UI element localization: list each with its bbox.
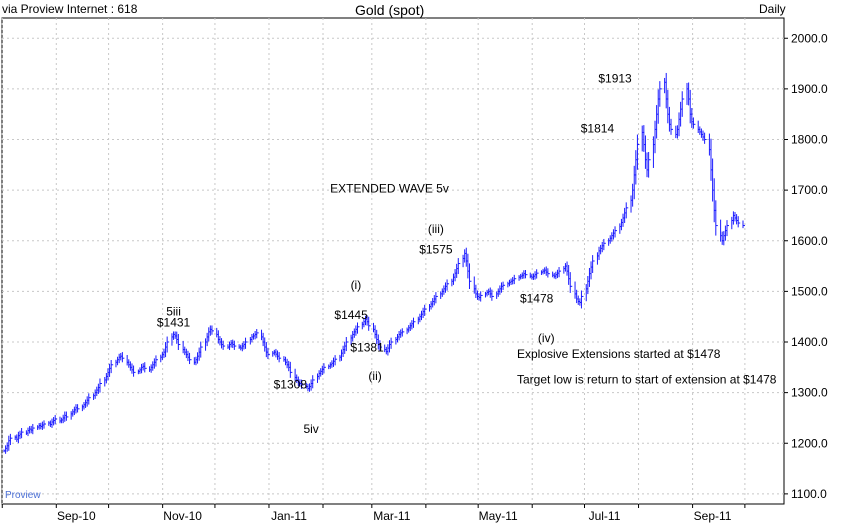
annotation: $1445 <box>334 308 368 322</box>
annotation: $1381 <box>350 341 384 355</box>
annotation: (ii) <box>368 369 381 383</box>
x-tick-label: Mar-11 <box>373 509 410 523</box>
annotations: 5iii$1431 $1308 5iv (i) $1445 $1381 (ii) EXTEND… <box>157 71 777 436</box>
annotation: (iv) <box>538 331 555 345</box>
annotation: $1431 <box>157 315 191 329</box>
plot-frame <box>1 17 785 505</box>
y-tick-label: 1600.0 <box>791 234 828 248</box>
period-label: Daily <box>759 2 786 16</box>
source-label: via Proview Internet : 618 <box>2 2 138 16</box>
x-tick-label: Sep-10 <box>57 509 96 523</box>
price-bars <box>3 72 745 454</box>
y-tick-label: 1800.0 <box>791 133 828 147</box>
annotation: $1478 <box>520 292 554 306</box>
x-tick-label: Jan-11 <box>271 509 307 523</box>
annotation: 5iv <box>303 422 318 436</box>
annotation: 5iii <box>166 305 181 319</box>
chart-title: Gold (spot) <box>355 2 425 18</box>
y-tick-label: 1500.0 <box>791 284 828 298</box>
y-tick-label: 1700.0 <box>791 183 828 197</box>
annotation: (i) <box>351 278 362 292</box>
y-tick-label: 1400.0 <box>791 335 828 349</box>
annotation: Target low is return to start of extensi… <box>517 373 777 387</box>
y-tick-label: 1300.0 <box>791 386 828 400</box>
x-tick-label: May-11 <box>479 509 518 523</box>
annotation: $1308 <box>274 378 308 392</box>
x-tick-label: Sep-11 <box>694 509 732 523</box>
grid <box>1 18 784 504</box>
annotation: $1575 <box>419 242 453 256</box>
watermark: Proview <box>5 490 41 501</box>
y-tick-label: 1100.0 <box>791 487 827 501</box>
y-tick-label: 2000.0 <box>791 31 828 45</box>
x-axis: Sep-10 Nov-10 Jan-11 Mar-11 May-11 Jul-11 Sep-… <box>1 504 746 523</box>
x-tick-label: Nov-10 <box>163 509 202 523</box>
y-tick-label: 1200.0 <box>791 436 828 450</box>
annotation: $1814 <box>581 121 615 135</box>
annotation: (iii) <box>428 222 444 236</box>
x-tick-label: Jul-11 <box>589 509 621 523</box>
annotation: EXTENDED WAVE 5v <box>330 182 449 196</box>
annotation: $1913 <box>598 71 632 85</box>
y-tick-label: 1900.0 <box>791 82 828 96</box>
annotation: Explosive Extensions started at $1478 <box>517 347 721 361</box>
y-axis: 1100.0 1200.0 1300.0 1400.0 1500.0 1600.0 1700… <box>784 31 828 501</box>
